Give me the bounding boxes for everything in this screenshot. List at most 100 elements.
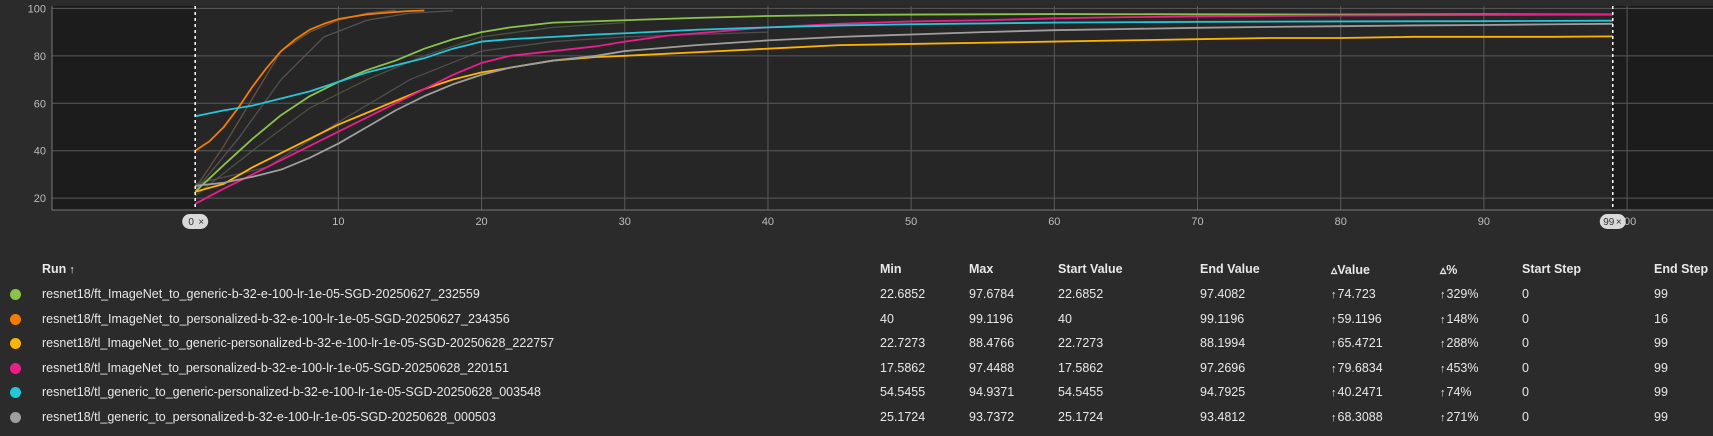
table-row[interactable]: resnet18/tl_generic_to_personalized-b-32… [0,405,1713,430]
up-arrow-icon: ↑ [1331,387,1337,400]
delta-pct-text: 453% [1446,360,1479,375]
delta-value: ↑79.6834 [1331,356,1440,381]
min-value: 22.6852 [880,287,926,302]
header-end-step[interactable]: End Step [1654,262,1709,276]
header-min[interactable]: Min [880,262,902,276]
up-arrow-icon: ↑ [1331,289,1337,302]
delta-value: ↑74.723 [1331,282,1440,307]
run-color-dot[interactable] [10,338,21,350]
header-start-value[interactable]: Start Value [1058,262,1123,276]
end-step: 99 [1654,360,1668,375]
run-name: resnet18/tl_generic_to_personalized-b-32… [42,409,496,424]
header-max[interactable]: Max [969,262,994,276]
range-start-label: 0 [188,217,194,228]
delta-pct: ↑271% [1440,405,1522,430]
faint-series-line [195,31,768,185]
x-tick-label: 10 [332,216,344,228]
range-shade-right [1612,6,1713,210]
x-tick-label: 90 [1478,216,1490,228]
delta-pct-text: 74% [1446,385,1472,400]
start-step: 0 [1522,385,1529,400]
up-arrow-icon: ↑ [1331,411,1337,424]
up-arrow-icon: ↑ [1440,313,1446,326]
run-color-cell [0,307,42,332]
up-arrow-icon: ↑ [1440,338,1446,351]
header-delta-value[interactable]: ▵Value [1331,256,1440,282]
start-step: 0 [1522,360,1529,375]
end-value: 93.4812 [1200,409,1246,424]
table-header-row: Run ↑ Min Max Start Value End Value ▵Valu… [0,256,1713,282]
end-value: 97.4082 [1200,287,1246,302]
x-tick-label: 80 [1335,216,1347,228]
min-value: 54.5455 [880,385,926,400]
range-end-pill[interactable] [1599,214,1626,229]
start-step: 0 [1522,287,1529,302]
x-tick-label: 20 [475,216,487,228]
series-line [194,35,1613,193]
up-arrow-icon: ↑ [1440,411,1446,424]
y-tick-label: 60 [34,98,46,110]
table-row[interactable]: resnet18/ft_ImageNet_to_personalized-b-3… [0,307,1713,332]
table-row[interactable]: resnet18/ft_ImageNet_to_generic-b-32-e-1… [0,282,1713,307]
delta-icon: ▵ [1331,262,1338,277]
x-tick-label: 40 [762,216,774,228]
header-delta-pct[interactable]: ▵% [1440,256,1522,282]
run-color-dot[interactable] [10,387,21,399]
max-value: 93.7372 [969,409,1015,424]
series-line [194,9,425,152]
faint-series-line [194,10,453,192]
header-run-label: Run [42,262,67,276]
header-run[interactable]: Run ↑ [42,256,880,282]
table-row[interactable]: resnet18/tl_ImageNet_to_personalized-b-3… [0,356,1713,381]
series-line [194,13,1613,205]
end-step: 16 [1654,311,1668,326]
table-row[interactable]: resnet18/tl_generic_to_generic-personali… [0,380,1713,405]
range-shade-left [52,6,196,210]
end-value: 97.2696 [1200,360,1246,375]
start-step: 0 [1522,311,1529,326]
series-line [195,19,1613,118]
end-step: 99 [1654,385,1668,400]
max-value: 88.4766 [969,336,1015,351]
run-color-dot[interactable] [10,289,21,301]
close-icon[interactable]: × [1616,217,1622,228]
header-end-value[interactable]: End Value [1200,262,1260,276]
up-arrow-icon: ↑ [1331,362,1337,375]
run-color-dot[interactable] [10,411,21,423]
header-color-col [0,256,42,282]
run-name: resnet18/tl_ImageNet_to_generic-personal… [42,336,555,351]
delta-pct: ↑453% [1440,356,1522,381]
delta-pct: ↑288% [1440,331,1522,356]
run-color-dot[interactable] [10,362,21,374]
range-start-pill[interactable] [182,214,209,229]
delta-value-text: 40.2471 [1337,385,1383,400]
start-value: 17.5862 [1058,360,1104,375]
run-color-cell [0,282,42,307]
y-tick-label: 40 [34,146,46,158]
x-tick-label: 60 [1048,216,1060,228]
max-value: 97.4488 [969,360,1015,375]
max-value: 97.6784 [969,287,1015,302]
end-step: 99 [1654,409,1668,424]
run-color-dot[interactable] [10,313,21,325]
up-arrow-icon: ↑ [1440,289,1446,302]
delta-value-text: 68.3088 [1337,409,1383,424]
start-value: 40 [1058,311,1072,326]
y-tick-label: 20 [34,193,46,205]
close-icon[interactable]: × [198,217,204,228]
x-tick-label: 30 [619,216,631,228]
start-step: 0 [1522,409,1529,424]
delta-value-text: 59.1196 [1337,311,1382,326]
sort-ascending-icon: ↑ [69,264,75,276]
header-start-step[interactable]: Start Step [1522,262,1582,276]
start-value: 54.5455 [1058,385,1104,400]
run-name: resnet18/tl_ImageNet_to_personalized-b-3… [42,360,509,375]
table-row[interactable]: resnet18/tl_ImageNet_to_generic-personal… [0,331,1713,356]
end-value: 99.1196 [1200,311,1245,326]
delta-value: ↑65.4721 [1331,331,1440,356]
run-color-cell [0,356,42,381]
up-arrow-icon: ↑ [1440,387,1446,400]
delta-value-text: 65.4721 [1337,336,1383,351]
series-line [195,22,1613,187]
